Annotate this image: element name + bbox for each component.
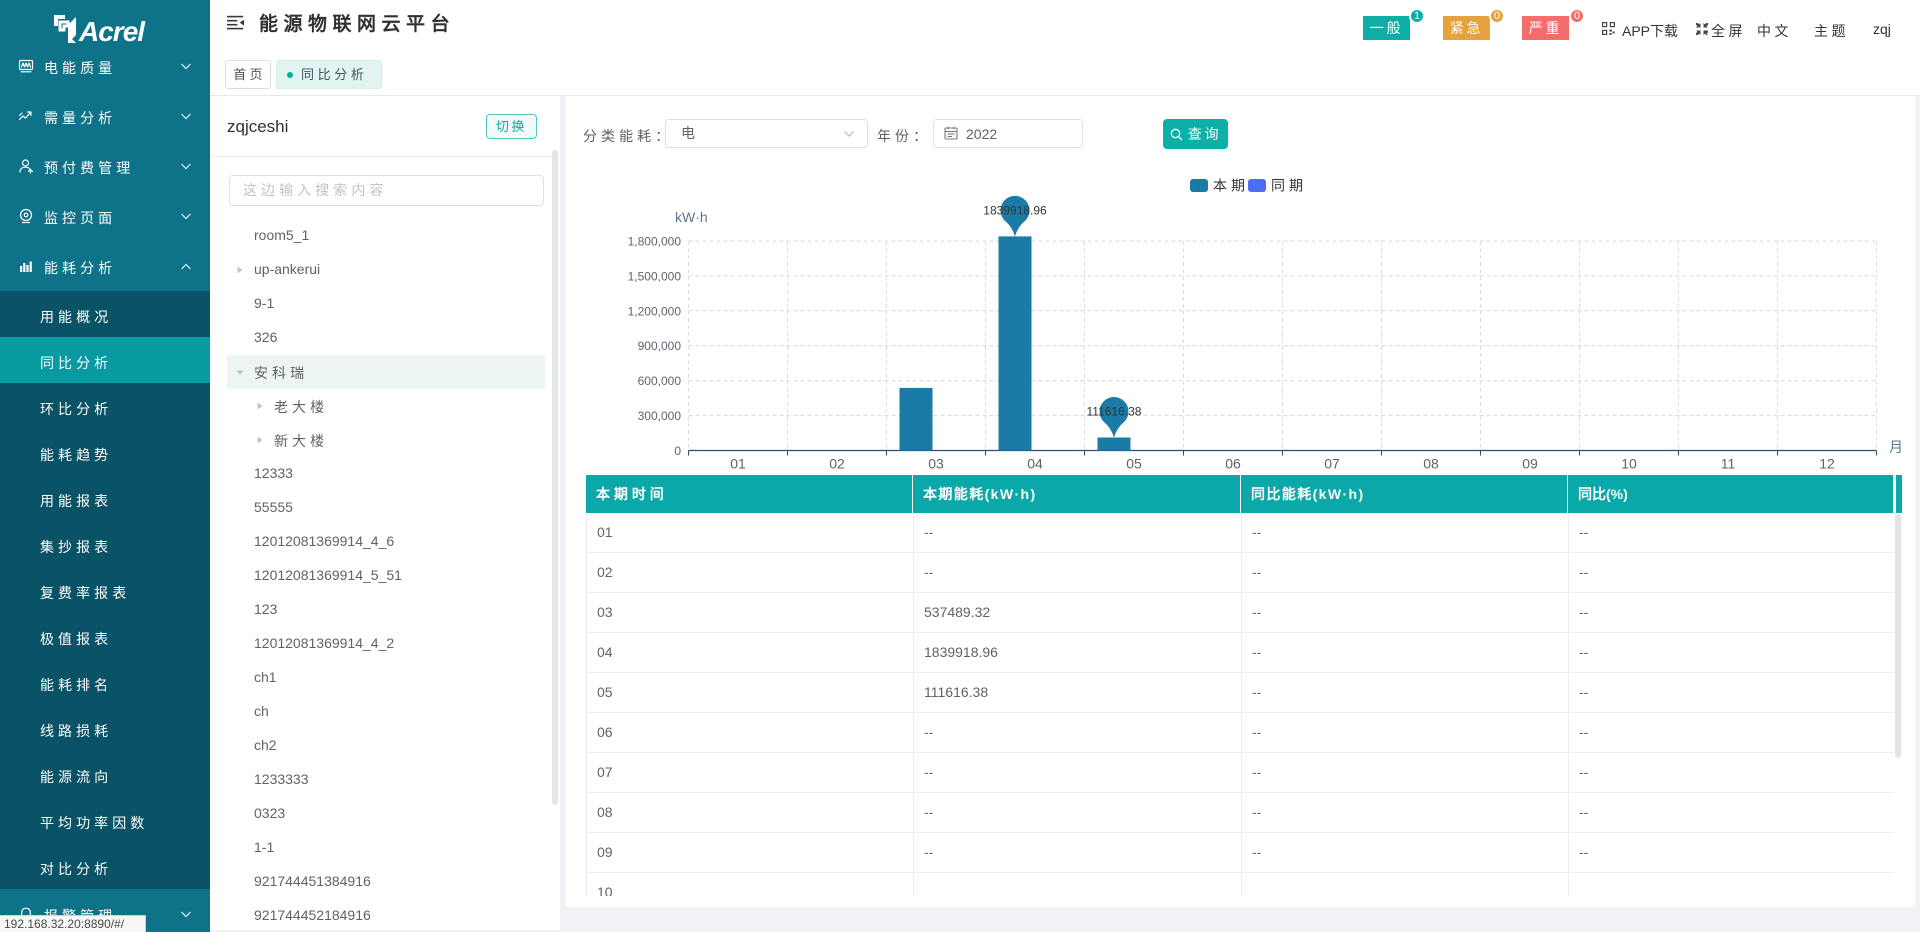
svg-text:Acrel: Acrel	[78, 16, 146, 45]
svg-text:10: 10	[1621, 456, 1637, 472]
svg-text:03: 03	[928, 456, 944, 472]
svg-text:07: 07	[1324, 456, 1340, 472]
svg-text:1,200,000: 1,200,000	[628, 304, 682, 318]
svg-text:01: 01	[730, 456, 746, 472]
svg-text:111616.38: 111616.38	[1087, 405, 1142, 419]
svg-text:本期: 本期	[1213, 178, 1249, 194]
svg-text:1839918.96: 1839918.96	[983, 203, 1047, 217]
svg-text:900,000: 900,000	[638, 339, 682, 353]
svg-text:11: 11	[1721, 456, 1736, 472]
svg-text:月: 月	[1889, 439, 1903, 455]
svg-text:04: 04	[1027, 456, 1043, 472]
svg-text:05: 05	[1126, 456, 1142, 472]
svg-text:0: 0	[674, 444, 681, 458]
svg-text:300,000: 300,000	[638, 409, 682, 423]
svg-text:1,800,000: 1,800,000	[628, 235, 682, 249]
svg-text:600,000: 600,000	[638, 374, 682, 388]
svg-text:06: 06	[1225, 456, 1241, 472]
svg-text:09: 09	[1522, 456, 1538, 472]
svg-text:02: 02	[829, 456, 845, 472]
svg-text:kW·h: kW·h	[675, 209, 708, 225]
svg-text:08: 08	[1423, 456, 1439, 472]
svg-text:同期: 同期	[1271, 178, 1307, 194]
svg-text:12: 12	[1819, 456, 1835, 472]
svg-text:1,500,000: 1,500,000	[628, 269, 682, 283]
